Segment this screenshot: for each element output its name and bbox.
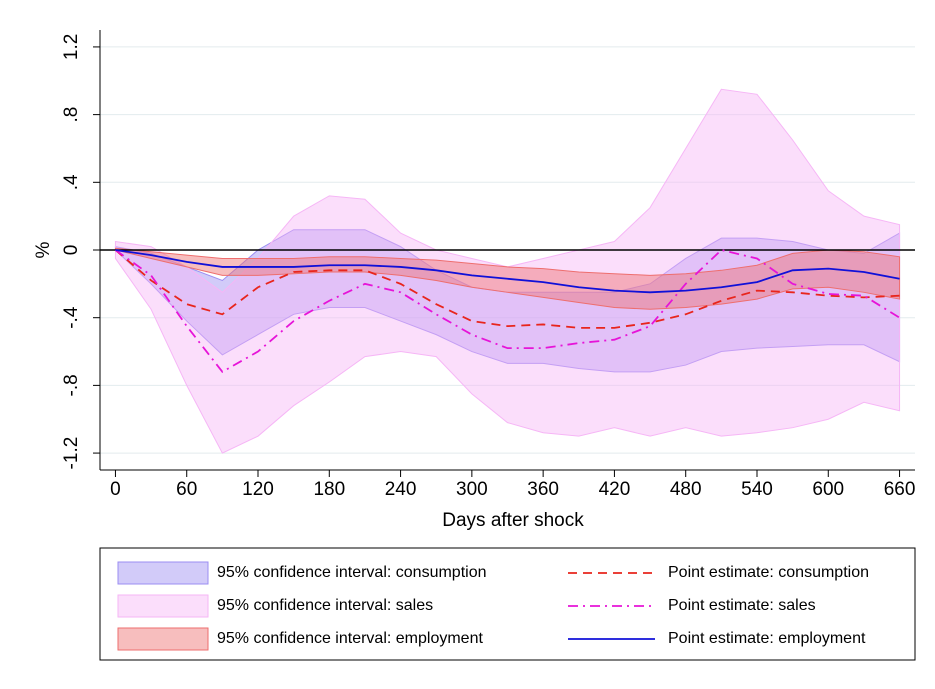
confidence-band	[114, 88, 901, 454]
x-tick-label: 420	[599, 479, 631, 500]
x-tick-label: 120	[242, 479, 274, 500]
legend-label: Point estimate: consumption	[668, 564, 869, 581]
x-tick-label: 360	[527, 479, 559, 500]
x-tick-label: 180	[313, 479, 345, 500]
legend-label: 95% confidence interval: sales	[217, 597, 433, 614]
legend-label: Point estimate: employment	[668, 630, 866, 647]
y-tick-label: 0	[61, 245, 82, 256]
legend-swatch	[117, 627, 209, 651]
y-axis-title: %	[33, 241, 54, 258]
y-tick-label: .8	[61, 107, 82, 123]
point-estimate-line	[114, 249, 901, 374]
x-tick-label: 480	[670, 479, 702, 500]
y-tick-label: -1.2	[61, 437, 82, 470]
legend-swatch	[117, 594, 209, 618]
x-tick-label: 240	[385, 479, 417, 500]
y-tick-label: 1.2	[61, 34, 82, 60]
x-tick-label: 600	[812, 479, 844, 500]
y-tick-label: -.8	[61, 374, 82, 396]
y-tick-label: -.4	[61, 306, 82, 329]
x-tick-label: 660	[884, 479, 916, 500]
x-tick-label: 0	[110, 479, 121, 500]
x-tick-label: 300	[456, 479, 488, 500]
legend-label: Point estimate: sales	[668, 597, 816, 614]
x-axis-title: Days after shock	[442, 510, 584, 531]
legend-label: 95% confidence interval: consumption	[217, 564, 487, 581]
point-estimate-line	[115, 249, 900, 294]
legend: 95% confidence interval: consumption 95% …	[117, 561, 869, 651]
legend-swatch	[117, 561, 209, 585]
x-tick-label: 540	[741, 479, 773, 500]
legend-box	[99, 547, 916, 661]
legend-label: 95% confidence interval: employment	[217, 630, 483, 647]
x-tick-label: 60	[176, 479, 197, 500]
point-estimate-line	[114, 249, 900, 329]
y-tick-label: .4	[61, 174, 82, 190]
